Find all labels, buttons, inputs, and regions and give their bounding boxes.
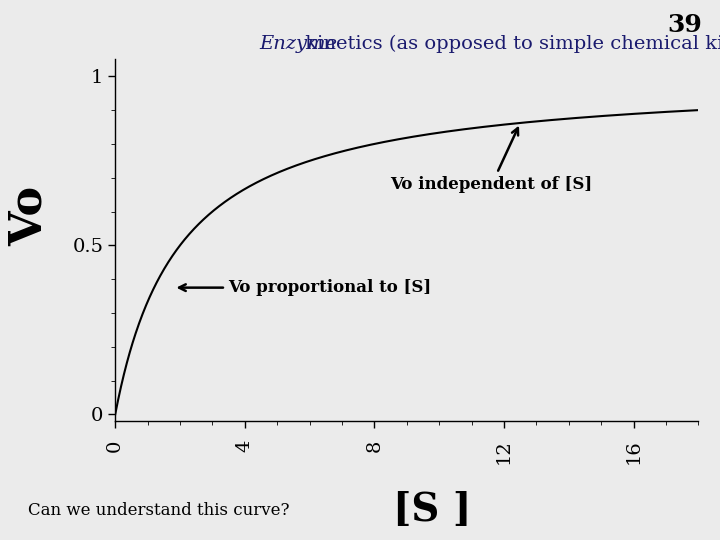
Text: [S ]: [S ] bbox=[393, 491, 471, 529]
Text: Vo independent of [S]: Vo independent of [S] bbox=[390, 128, 593, 193]
Text: Vo proportional to [S]: Vo proportional to [S] bbox=[179, 279, 432, 296]
Text: kinetics (as opposed to simple chemical kinetics): kinetics (as opposed to simple chemical … bbox=[299, 35, 720, 53]
Text: Enzyme: Enzyme bbox=[259, 35, 337, 53]
Text: Vo: Vo bbox=[7, 186, 50, 246]
Text: Can we understand this curve?: Can we understand this curve? bbox=[27, 502, 289, 519]
Text: 39: 39 bbox=[667, 14, 702, 37]
